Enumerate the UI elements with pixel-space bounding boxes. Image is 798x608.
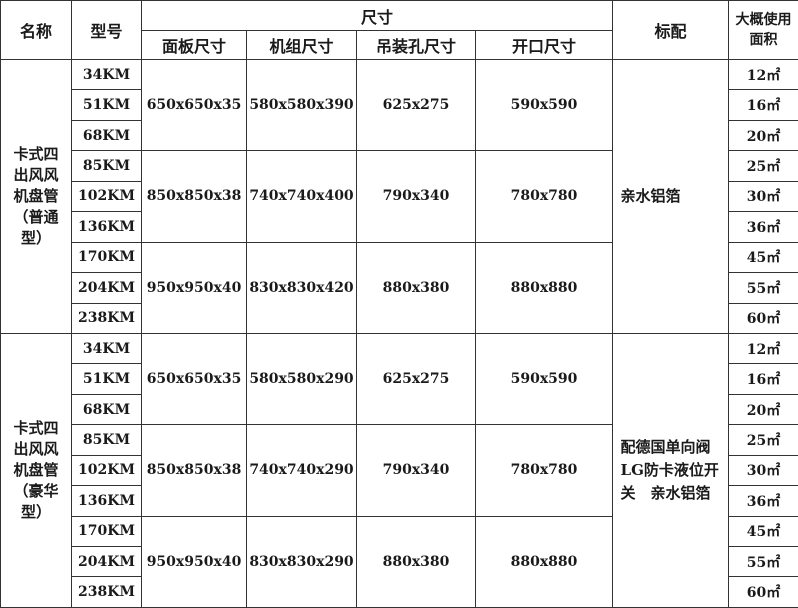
area-cell: 16㎡: [728, 89, 798, 121]
table-row: 170KM 950x950x40 830x830x420 880x380 880x880…: [1, 241, 798, 334]
table-row: 238KM 60㎡: [1, 576, 798, 608]
area-cell: 12㎡: [728, 332, 798, 365]
unit-size-cell: 740x740x400: [246, 150, 357, 243]
standard-config-cell: 配德国单向阀LG防卡液位开关 亲水铝箔: [612, 332, 730, 608]
model-cell: 102KM: [71, 454, 142, 487]
model-cell: 51KM: [71, 89, 142, 121]
section-name-text: 卡式四出风风机盘管（普通型）: [13, 144, 59, 247]
hanging-size-cell: 790x340: [356, 424, 476, 517]
model-cell: 136KM: [71, 211, 142, 243]
table-row: 卡式四出风风机盘管（普通型） 34KM 650x650x35 580x580x390 6…: [0, 58, 798, 334]
header-opening: 开口尺寸: [474, 30, 614, 60]
table-row: 170KM 950x950x40 830x830x290 880x380 880x880…: [1, 515, 798, 608]
model-cell: 204KM: [71, 272, 142, 304]
header-model: 型号: [71, 0, 142, 60]
unit-size-cell: 830x830x290: [246, 515, 357, 608]
table-row: 136KM 36㎡: [1, 211, 798, 243]
header-standard: 标配: [612, 0, 730, 60]
header-hanging: 吊装孔尺寸: [356, 30, 476, 60]
panel-size-cell: 950x950x40: [141, 241, 247, 334]
table-row: 卡式四出风风机盘管（豪华型） 34KM 650x650x35 580x580x290 6…: [0, 332, 798, 608]
hanging-size-cell: 625x275: [356, 332, 476, 426]
area-cell: 60㎡: [728, 576, 798, 608]
opening-size-cell: 880x880: [474, 515, 614, 608]
model-cell: 34KM: [71, 58, 142, 91]
hanging-size-cell: 790x340: [356, 150, 476, 243]
table-row: 238KM 60㎡: [1, 302, 798, 334]
table-row: 51KM 16㎡: [1, 89, 798, 121]
model-cell: 85KM: [71, 424, 142, 456]
model-cell: 68KM: [71, 393, 142, 426]
unit-size-cell: 580x580x390: [246, 58, 357, 152]
section-name: 卡式四出风风机盘管（普通型）: [0, 59, 72, 334]
table-row: 102KM 30㎡: [1, 180, 798, 213]
header-unit: 机组尺寸: [246, 30, 357, 60]
panel-size-cell: 950x950x40: [141, 515, 247, 608]
area-cell: 20㎡: [728, 119, 798, 152]
area-cell: 55㎡: [728, 545, 798, 578]
opening-size-cell: 780x780: [474, 424, 614, 517]
opening-size-cell: 880x880: [474, 241, 614, 334]
header-area-label: 大概使用面积: [735, 12, 792, 48]
hanging-size-cell: 625x275: [356, 58, 476, 152]
header-size-group: 尺寸: [140, 0, 614, 31]
header-panel: 面板尺寸: [141, 30, 247, 60]
model-cell: 238KM: [71, 302, 142, 334]
hanging-size-cell: 880x380: [356, 515, 476, 608]
panel-size-cell: 850x850x38: [141, 424, 247, 517]
area-cell: 20㎡: [728, 393, 798, 426]
table-row: 51KM 16㎡: [1, 363, 798, 395]
table-row: 68KM 20㎡: [1, 119, 798, 152]
model-cell: 68KM: [71, 119, 142, 152]
table-row: 85KM 850x850x38 740x740x290 790x340 780x780 2…: [1, 424, 798, 517]
area-cell: 55㎡: [728, 272, 798, 304]
model-cell: 34KM: [71, 332, 142, 365]
opening-size-cell: 780x780: [474, 150, 614, 243]
area-cell: 45㎡: [728, 241, 798, 274]
table-body: 卡式四出风风机盘管（普通型） 34KM 650x650x35 580x580x390 6…: [0, 58, 798, 608]
model-cell: 85KM: [71, 150, 142, 182]
section-name: 卡式四出风风机盘管（豪华型）: [0, 332, 72, 608]
unit-size-cell: 830x830x420: [246, 241, 357, 334]
table-row: 204KM 55㎡: [1, 272, 798, 304]
model-cell: 136KM: [71, 485, 142, 517]
header-name: 名称: [0, 0, 72, 60]
model-cell: 102KM: [71, 180, 142, 213]
area-cell: 16㎡: [728, 363, 798, 395]
model-cell: 238KM: [71, 576, 142, 608]
opening-size-cell: 590x590: [474, 332, 614, 426]
table-row: 204KM 55㎡: [1, 545, 798, 578]
panel-size-cell: 650x650x35: [141, 58, 247, 152]
area-cell: 30㎡: [728, 180, 798, 213]
hanging-size-cell: 880x380: [356, 241, 476, 334]
model-cell: 170KM: [71, 515, 142, 548]
standard-config-cell-text: 亲水铝箔: [620, 186, 681, 205]
area-cell: 45㎡: [728, 515, 798, 548]
area-cell: 36㎡: [728, 211, 798, 243]
area-cell: 25㎡: [728, 150, 798, 182]
area-cell: 25㎡: [728, 424, 798, 456]
table-row: 85KM 850x850x38 740x740x400 790x340 780x780 2…: [1, 150, 798, 243]
model-cell: 51KM: [71, 363, 142, 395]
area-cell: 60㎡: [728, 302, 798, 334]
area-cell: 12㎡: [728, 58, 798, 91]
panel-size-cell: 650x650x35: [141, 332, 247, 426]
table-row: 68KM 20㎡: [1, 393, 798, 426]
standard-config-cell-text: 配德国单向阀LG防卡液位开关 亲水铝箔: [620, 437, 719, 502]
area-cell: 30㎡: [728, 454, 798, 487]
opening-size-cell: 590x590: [474, 58, 614, 152]
unit-size-cell: 580x580x290: [246, 332, 357, 426]
area-cell: 36㎡: [728, 485, 798, 517]
standard-config-cell: 亲水铝箔: [612, 59, 730, 334]
section-name-text: 卡式四出风风机盘管（豪华型）: [13, 418, 59, 521]
unit-size-cell: 740x740x290: [246, 424, 357, 517]
header-area: 大概使用面积: [728, 0, 798, 60]
model-cell: 170KM: [71, 241, 142, 274]
panel-size-cell: 850x850x38: [141, 150, 247, 243]
model-cell: 204KM: [71, 545, 142, 578]
